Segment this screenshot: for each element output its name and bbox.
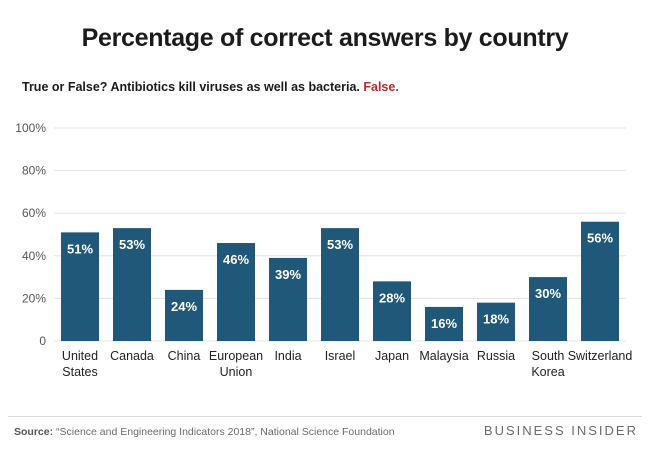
subtitle-answer: False.: [363, 80, 399, 94]
subtitle-question: True or False? Antibiotics kill viruses …: [22, 80, 360, 94]
bar: [217, 243, 255, 341]
bar: [373, 281, 411, 341]
x-tick-label: Malaysia: [419, 349, 468, 363]
value-label: 53%: [327, 237, 353, 252]
source-label: Source:: [14, 426, 54, 438]
footer-divider: [8, 416, 642, 417]
x-tick-label: Israel: [325, 349, 356, 363]
brand-logo: BUSINESS INSIDER: [483, 423, 638, 438]
value-label: 16%: [431, 316, 457, 331]
value-label: 18%: [483, 312, 509, 327]
bar: [113, 228, 151, 341]
source-note: Source: “Science and Engineering Indicat…: [14, 426, 395, 438]
x-tick-label: States: [62, 365, 97, 379]
x-tick-label: Union: [220, 365, 253, 379]
bar: [61, 232, 99, 341]
bar: [477, 302, 515, 341]
bar: [581, 221, 619, 341]
value-label: 53%: [119, 237, 145, 252]
chart-title: Percentage of correct answers by country: [81, 24, 569, 52]
chart-card: [6, 4, 644, 446]
x-tick-label: South: [532, 349, 565, 363]
x-tick-label: Russia: [477, 349, 515, 363]
value-label: 30%: [535, 286, 561, 301]
y-tick-label: 60%: [22, 206, 46, 220]
y-tick-label: 0: [39, 334, 46, 348]
value-label: 24%: [171, 299, 197, 314]
y-tick-label: 80%: [22, 164, 46, 178]
bar: [529, 277, 567, 341]
x-tick-label: Switzerland: [568, 349, 633, 363]
x-tick-label: China: [168, 349, 201, 363]
chart-subtitle: True or False? Antibiotics kill viruses …: [22, 80, 399, 94]
value-label: 51%: [67, 241, 93, 256]
value-label: 28%: [379, 290, 405, 305]
bar: [425, 306, 463, 341]
x-tick-label: European: [209, 349, 263, 363]
x-tick-label: India: [274, 349, 301, 363]
x-tick-label: United: [62, 349, 98, 363]
y-tick-label: 100%: [15, 121, 46, 135]
bar: [269, 257, 307, 341]
bar: [321, 228, 359, 341]
value-label: 46%: [223, 252, 249, 267]
x-tick-label: Canada: [110, 349, 154, 363]
bar: [165, 289, 203, 341]
y-tick-label: 40%: [22, 249, 46, 263]
y-tick-label: 20%: [22, 291, 46, 305]
x-tick-label: Japan: [375, 349, 409, 363]
source-text: “Science and Engineering Indicators 2018…: [56, 426, 395, 438]
x-tick-label: Korea: [531, 365, 564, 379]
value-label: 39%: [275, 267, 301, 282]
value-label: 56%: [587, 231, 613, 246]
